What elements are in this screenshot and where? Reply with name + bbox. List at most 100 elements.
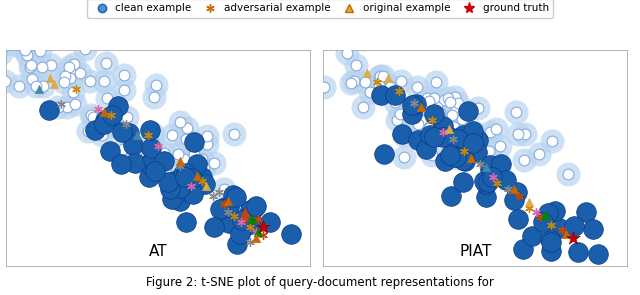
Point — [83, 129, 93, 134]
Point — [374, 83, 384, 88]
Point — [360, 80, 371, 84]
Point — [360, 80, 371, 84]
Point — [63, 65, 74, 70]
Point — [490, 127, 500, 132]
Point — [485, 129, 495, 134]
Point — [175, 185, 185, 190]
Point — [554, 225, 564, 230]
Point — [451, 108, 461, 113]
Point — [119, 72, 129, 77]
Point — [362, 71, 372, 75]
Point — [196, 178, 207, 183]
Legend: clean example, adversarial example, original example, ground truth: clean example, adversarial example, orig… — [87, 0, 553, 18]
Point — [65, 69, 75, 73]
Point — [428, 111, 438, 116]
Point — [508, 198, 518, 202]
Point — [509, 187, 520, 192]
Point — [151, 82, 161, 87]
Point — [35, 48, 45, 53]
Point — [397, 131, 408, 136]
Point — [374, 75, 385, 80]
Point — [100, 60, 111, 65]
Point — [122, 115, 132, 120]
Point — [159, 150, 170, 155]
Point — [421, 100, 431, 105]
Point — [458, 180, 468, 185]
Point — [224, 205, 234, 210]
Point — [518, 246, 529, 251]
Point — [374, 73, 385, 78]
Point — [511, 109, 521, 114]
Point — [422, 96, 432, 101]
Point — [143, 132, 153, 137]
Point — [435, 110, 445, 115]
Point — [149, 147, 159, 152]
Point — [385, 84, 396, 89]
Point — [100, 124, 111, 129]
Point — [118, 87, 129, 92]
Point — [431, 79, 441, 84]
Point — [450, 95, 460, 100]
Point — [473, 137, 483, 142]
Point — [534, 151, 544, 156]
Point — [53, 105, 63, 110]
Point — [79, 47, 90, 51]
Point — [486, 174, 497, 179]
Point — [413, 138, 424, 142]
Point — [223, 220, 234, 225]
Point — [257, 232, 268, 237]
Point — [458, 158, 468, 162]
Point — [121, 122, 131, 126]
Point — [53, 105, 63, 110]
Point — [588, 226, 598, 231]
Point — [439, 97, 449, 102]
Point — [118, 147, 128, 152]
Point — [358, 105, 369, 110]
Point — [385, 84, 396, 88]
Point — [180, 220, 191, 225]
Point — [399, 133, 410, 138]
Point — [469, 130, 479, 135]
Point — [175, 158, 185, 163]
Point — [99, 109, 109, 114]
Point — [116, 129, 127, 134]
Point — [20, 47, 30, 52]
Text: PIAT: PIAT — [459, 244, 492, 259]
Point — [186, 183, 196, 188]
Point — [486, 176, 496, 180]
Point — [429, 96, 439, 100]
Point — [56, 101, 66, 106]
Point — [547, 138, 557, 143]
Point — [471, 145, 481, 150]
Point — [175, 199, 185, 204]
Point — [122, 115, 132, 120]
Point — [476, 151, 486, 155]
Point — [27, 76, 37, 81]
Point — [412, 85, 422, 89]
Point — [496, 161, 506, 166]
Point — [113, 104, 123, 109]
Point — [83, 129, 93, 134]
Point — [399, 155, 410, 160]
Point — [190, 171, 200, 175]
Point — [181, 137, 191, 142]
Point — [538, 219, 548, 224]
Point — [426, 109, 436, 114]
Point — [59, 79, 69, 84]
Point — [116, 162, 126, 166]
Point — [223, 209, 233, 214]
Point — [30, 84, 40, 89]
Point — [10, 42, 20, 47]
Point — [46, 63, 56, 68]
Point — [229, 132, 239, 137]
Point — [244, 240, 255, 245]
Point — [512, 189, 522, 194]
Point — [240, 209, 250, 214]
Point — [44, 107, 54, 112]
Point — [563, 172, 573, 177]
Point — [502, 187, 513, 192]
Point — [540, 212, 550, 217]
Point — [319, 85, 329, 90]
Point — [106, 112, 116, 117]
Point — [100, 60, 111, 65]
